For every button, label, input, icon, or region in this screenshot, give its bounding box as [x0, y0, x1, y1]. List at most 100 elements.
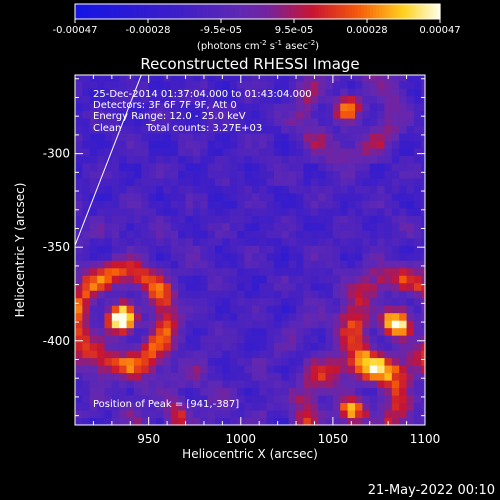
heatmap-pixel	[170, 110, 179, 119]
heatmap-pixel	[251, 230, 260, 239]
heatmap-pixel	[421, 342, 425, 351]
heatmap-pixel	[200, 140, 209, 149]
heatmap-pixel	[126, 88, 135, 97]
heatmap-pixel	[273, 155, 282, 164]
heatmap-pixel	[369, 230, 378, 239]
heatmap-pixel	[362, 410, 371, 419]
heatmap-pixel	[178, 177, 187, 186]
heatmap-pixel	[325, 417, 334, 425]
heatmap-pixel	[126, 357, 135, 366]
heatmap-pixel	[244, 335, 253, 344]
heatmap-pixel	[384, 267, 393, 276]
heatmap-pixel	[119, 402, 128, 411]
heatmap-pixel	[111, 125, 120, 134]
heatmap-pixel	[82, 147, 91, 156]
heatmap-pixel	[310, 237, 319, 246]
heatmap-pixel	[75, 365, 83, 374]
heatmap-pixel	[133, 402, 142, 411]
heatmap-pixel	[222, 222, 231, 231]
heatmap-pixel	[347, 252, 356, 261]
heatmap-pixel	[237, 342, 245, 351]
heatmap-pixel	[325, 410, 334, 419]
heatmap-pixel	[369, 110, 378, 119]
heatmap-pixel	[200, 320, 209, 329]
heatmap-pixel	[325, 162, 334, 171]
heatmap-pixel	[259, 162, 268, 171]
heatmap-pixel	[303, 222, 312, 231]
heatmap-pixel	[170, 245, 179, 254]
heatmap-pixel	[229, 237, 238, 246]
heatmap-pixel	[200, 342, 209, 351]
heatmap-pixel	[244, 365, 253, 374]
heatmap-pixel	[347, 170, 356, 179]
heatmap-pixel	[229, 417, 238, 425]
heatmap-pixel	[251, 80, 260, 89]
heatmap-pixel	[82, 372, 91, 381]
heatmap-pixel	[229, 133, 238, 142]
heatmap-pixel	[141, 387, 150, 396]
heatmap-pixel	[406, 282, 415, 291]
heatmap-pixel	[340, 350, 349, 359]
heatmap-pixel	[369, 125, 378, 134]
heatmap-pixel	[259, 312, 268, 321]
heatmap-pixel	[266, 222, 275, 231]
heatmap-pixel	[251, 185, 260, 194]
heatmap-pixel	[244, 380, 253, 389]
heatmap-pixel	[104, 170, 113, 179]
heatmap-pixel	[340, 402, 349, 411]
heatmap-pixel	[200, 80, 209, 89]
heatmap-pixel	[156, 380, 164, 389]
heatmap-pixel	[281, 357, 290, 366]
heatmap-pixel	[288, 200, 297, 209]
colorbar-cell	[430, 4, 435, 19]
heatmap-pixel	[119, 297, 128, 306]
colorbar-cell	[333, 4, 338, 19]
heatmap-pixel	[75, 88, 83, 97]
heatmap-pixel	[318, 103, 327, 112]
heatmap-pixel	[133, 162, 142, 171]
heatmap-pixel	[237, 95, 245, 104]
heatmap-pixel	[133, 140, 142, 149]
heatmap-pixel	[399, 380, 408, 389]
colorbar-cell	[324, 4, 329, 19]
heatmap-pixel	[310, 342, 319, 351]
heatmap-pixel	[318, 88, 327, 97]
heatmap-pixel	[369, 222, 378, 231]
heatmap-pixel	[170, 192, 179, 201]
heatmap-pixel	[273, 110, 282, 119]
heatmap-pixel	[178, 260, 187, 269]
heatmap-pixel	[192, 207, 201, 216]
heatmap-pixel	[163, 267, 172, 276]
heatmap-pixel	[325, 357, 334, 366]
heatmap-pixel	[82, 222, 91, 231]
heatmap-pixel	[384, 335, 393, 344]
heatmap-pixel	[355, 133, 363, 142]
heatmap-pixel	[222, 140, 231, 149]
heatmap-pixel	[222, 282, 231, 291]
heatmap-pixel	[97, 75, 105, 82]
heatmap-pixel	[178, 267, 187, 276]
heatmap-pixel	[126, 147, 135, 156]
heatmap-pixel	[185, 125, 194, 134]
heatmap-pixel	[237, 395, 245, 404]
heatmap-pixel	[237, 103, 245, 112]
heatmap-pixel	[406, 75, 415, 82]
heatmap-pixel	[399, 147, 408, 156]
heatmap-pixel	[318, 402, 327, 411]
heatmap-pixel	[104, 162, 113, 171]
heatmap-pixel	[384, 395, 393, 404]
heatmap-pixel	[156, 80, 164, 89]
heatmap-pixel	[148, 402, 157, 411]
heatmap-pixel	[170, 380, 179, 389]
heatmap-pixel	[384, 147, 393, 156]
heatmap-pixel	[229, 215, 238, 224]
heatmap-pixel	[296, 335, 304, 344]
heatmap-pixel	[303, 133, 312, 142]
heatmap-pixel	[75, 118, 83, 127]
heatmap-pixel	[229, 372, 238, 381]
heatmap-pixel	[347, 103, 356, 112]
heatmap-pixel	[266, 75, 275, 82]
heatmap-pixel	[104, 402, 113, 411]
heatmap-pixel	[244, 155, 253, 164]
heatmap-pixel	[207, 402, 216, 411]
